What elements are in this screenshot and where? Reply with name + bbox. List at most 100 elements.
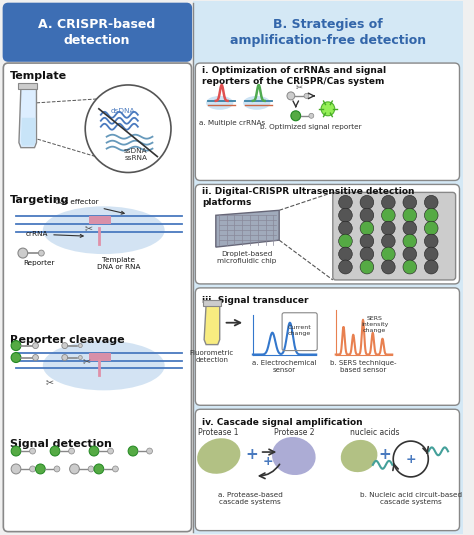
Bar <box>193 2 464 533</box>
Text: ssDNA
ssRNA: ssDNA ssRNA <box>124 148 148 161</box>
Text: Reporter cleavage: Reporter cleavage <box>10 334 125 345</box>
Circle shape <box>62 355 68 361</box>
Text: iv. Cascade signal amplification: iv. Cascade signal amplification <box>202 418 363 427</box>
Text: ✂: ✂ <box>295 83 302 93</box>
Circle shape <box>382 260 395 274</box>
Text: +: + <box>378 447 391 462</box>
Text: b. Nucleic acid circuit-based
cascade systems: b. Nucleic acid circuit-based cascade sy… <box>360 492 462 505</box>
Circle shape <box>338 260 352 274</box>
Circle shape <box>11 341 21 350</box>
Text: ✂: ✂ <box>46 377 54 387</box>
Text: Fluorometric
detection: Fluorometric detection <box>190 350 234 363</box>
Circle shape <box>78 343 82 348</box>
Polygon shape <box>19 88 36 148</box>
Circle shape <box>382 247 395 261</box>
Circle shape <box>360 221 374 235</box>
Text: Protease 2: Protease 2 <box>273 427 314 437</box>
FancyBboxPatch shape <box>195 185 459 284</box>
FancyBboxPatch shape <box>333 193 456 280</box>
Circle shape <box>360 260 374 274</box>
Circle shape <box>424 195 438 209</box>
Circle shape <box>338 221 352 235</box>
Circle shape <box>403 260 417 274</box>
Text: A. CRISPR-based
detection: A. CRISPR-based detection <box>38 18 155 47</box>
Text: B. Strategies of
amplification-free detection: B. Strategies of amplification-free dete… <box>230 18 426 47</box>
Ellipse shape <box>243 96 270 110</box>
Text: Targeting: Targeting <box>10 195 70 205</box>
Circle shape <box>62 342 68 349</box>
Circle shape <box>304 94 309 98</box>
Circle shape <box>94 464 104 474</box>
Circle shape <box>403 234 417 248</box>
Circle shape <box>360 234 374 248</box>
Text: Template: Template <box>10 71 67 81</box>
Bar <box>89 216 110 224</box>
Circle shape <box>424 234 438 248</box>
Text: crRNA: crRNA <box>26 231 83 238</box>
Circle shape <box>78 356 82 360</box>
Circle shape <box>424 221 438 235</box>
FancyBboxPatch shape <box>195 409 459 531</box>
Circle shape <box>54 466 60 472</box>
Circle shape <box>69 448 74 454</box>
Text: SERS
intensity
change: SERS intensity change <box>361 316 388 333</box>
Circle shape <box>70 464 79 474</box>
Text: b. Optimized signal reporter: b. Optimized signal reporter <box>260 124 361 129</box>
Circle shape <box>360 195 374 209</box>
Circle shape <box>11 464 21 474</box>
Bar <box>203 300 221 306</box>
Ellipse shape <box>43 341 164 391</box>
Circle shape <box>291 111 301 121</box>
Text: Cas effector: Cas effector <box>55 200 124 214</box>
Ellipse shape <box>341 440 377 472</box>
Text: Template
DNA or RNA: Template DNA or RNA <box>97 256 140 270</box>
Circle shape <box>382 195 395 209</box>
Ellipse shape <box>206 96 233 110</box>
Circle shape <box>338 247 352 261</box>
Circle shape <box>424 260 438 274</box>
Circle shape <box>382 234 395 248</box>
Circle shape <box>50 446 60 456</box>
Circle shape <box>321 102 335 116</box>
Polygon shape <box>21 118 36 146</box>
Circle shape <box>360 247 374 261</box>
Circle shape <box>112 466 118 472</box>
Circle shape <box>382 208 395 222</box>
Circle shape <box>85 85 171 172</box>
Text: b. SERS technique-
based sensor: b. SERS technique- based sensor <box>330 360 396 373</box>
Circle shape <box>30 466 36 472</box>
Text: iii. Signal transducer: iii. Signal transducer <box>202 296 309 305</box>
Circle shape <box>38 250 44 256</box>
Circle shape <box>382 221 395 235</box>
Circle shape <box>108 448 113 454</box>
Text: +: + <box>246 447 258 462</box>
Ellipse shape <box>43 207 164 254</box>
Circle shape <box>36 464 45 474</box>
Text: ✂: ✂ <box>85 223 93 233</box>
Bar <box>18 83 37 89</box>
Ellipse shape <box>272 437 316 475</box>
Circle shape <box>360 208 374 222</box>
FancyBboxPatch shape <box>195 63 459 180</box>
Circle shape <box>146 448 153 454</box>
Text: Signal detection: Signal detection <box>10 439 112 449</box>
Polygon shape <box>204 305 220 345</box>
Circle shape <box>403 221 417 235</box>
Circle shape <box>33 355 38 361</box>
Circle shape <box>338 234 352 248</box>
Circle shape <box>33 342 38 349</box>
Circle shape <box>128 446 138 456</box>
Circle shape <box>338 195 352 209</box>
Circle shape <box>309 113 314 118</box>
Ellipse shape <box>197 438 240 474</box>
FancyBboxPatch shape <box>3 63 191 532</box>
Circle shape <box>89 446 99 456</box>
Circle shape <box>403 195 417 209</box>
Circle shape <box>11 353 21 363</box>
Bar <box>89 353 110 361</box>
Polygon shape <box>216 210 279 247</box>
Text: nucleic acids: nucleic acids <box>350 427 400 437</box>
FancyBboxPatch shape <box>3 3 191 61</box>
Text: i. Optimization of crRNAs and signal
reporters of the CRISPR/Cas system: i. Optimization of crRNAs and signal rep… <box>202 66 386 86</box>
Circle shape <box>88 466 94 472</box>
